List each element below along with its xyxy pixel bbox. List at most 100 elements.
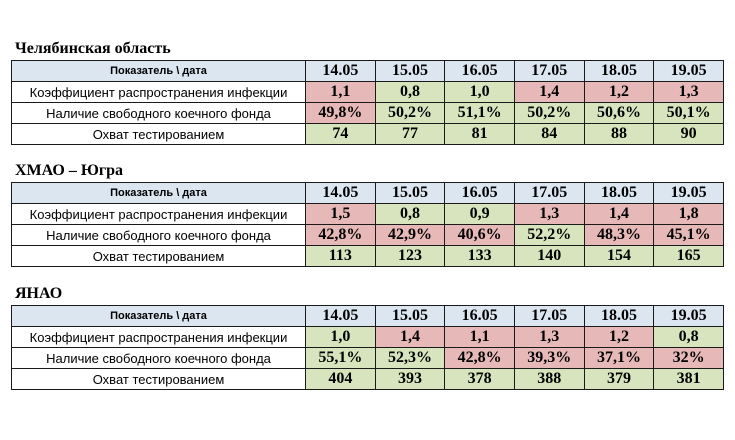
- table-row-bed-capacity: Наличие свободного коечного фонда 55,1% …: [11, 347, 724, 369]
- value-cell: 404: [305, 368, 376, 390]
- header-label: Показатель \ дата: [11, 60, 306, 82]
- date-cell: 19.05: [653, 305, 724, 327]
- value-cell: 165: [653, 245, 724, 267]
- value-cell: 0,8: [374, 203, 446, 225]
- value-cell: 52,2%: [513, 224, 585, 246]
- value-cell: 50,2%: [513, 102, 585, 124]
- value-cell: 388: [513, 368, 585, 390]
- value-cell: 1,3: [513, 326, 585, 348]
- table-row-testing-coverage: Охват тестированием 404 393 378 388 379 …: [11, 368, 724, 390]
- value-cell: 42,8%: [305, 224, 376, 246]
- value-cell: 133: [444, 245, 515, 267]
- row-label: Коэффициент распространения инфекции: [11, 81, 306, 103]
- date-cell: 17.05: [513, 60, 585, 82]
- value-cell: 154: [583, 245, 655, 267]
- value-cell: 0,8: [374, 81, 446, 103]
- date-cell: 17.05: [513, 182, 585, 204]
- value-cell: 51,1%: [444, 102, 515, 124]
- value-cell: 1,0: [444, 81, 515, 103]
- value-cell: 381: [653, 368, 724, 390]
- table-row-bed-capacity: Наличие свободного коечного фонда 42,8% …: [11, 224, 724, 246]
- value-cell: 1,4: [583, 203, 655, 225]
- table-row-infection-rate: Коэффициент распространения инфекции 1,1…: [11, 81, 724, 103]
- table-row-testing-coverage: Охват тестированием 74 77 81 84 88 90: [11, 123, 724, 145]
- date-cell: 18.05: [583, 60, 655, 82]
- table-row-infection-rate: Коэффициент распространения инфекции 1,0…: [11, 326, 724, 348]
- date-cell: 16.05: [444, 60, 515, 82]
- date-cell: 19.05: [653, 60, 724, 82]
- date-cell: 17.05: [513, 305, 585, 327]
- value-cell: 37,1%: [583, 347, 655, 369]
- value-cell: 77: [374, 123, 446, 145]
- value-cell: 379: [583, 368, 655, 390]
- header-label: Показатель \ дата: [11, 182, 306, 204]
- value-cell: 84: [513, 123, 585, 145]
- date-cell: 18.05: [583, 305, 655, 327]
- date-cell: 15.05: [374, 305, 446, 327]
- value-cell: 1,2: [583, 326, 655, 348]
- row-label: Охват тестированием: [11, 123, 306, 145]
- region-title: Челябинская область: [15, 40, 171, 57]
- value-cell: 90: [653, 123, 724, 145]
- row-label: Наличие свободного коечного фонда: [11, 224, 306, 246]
- row-label: Охват тестированием: [11, 368, 306, 390]
- value-cell: 1,5: [305, 203, 376, 225]
- value-cell: 1,1: [305, 81, 376, 103]
- table-header-row: Показатель \ дата 14.05 15.05 16.05 17.0…: [11, 60, 724, 82]
- date-cell: 16.05: [444, 182, 515, 204]
- value-cell: 1,4: [513, 81, 585, 103]
- date-cell: 14.05: [305, 182, 376, 204]
- value-cell: 81: [444, 123, 515, 145]
- value-cell: 48,3%: [583, 224, 655, 246]
- date-cell: 16.05: [444, 305, 515, 327]
- value-cell: 45,1%: [653, 224, 724, 246]
- indicator-table: Показатель \ дата 14.05 15.05 16.05 17.0…: [11, 182, 724, 267]
- row-label: Наличие свободного коечного фонда: [11, 102, 306, 124]
- date-cell: 15.05: [374, 60, 446, 82]
- table-row-testing-coverage: Охват тестированием 113 123 133 140 154 …: [11, 245, 724, 267]
- value-cell: 42,8%: [444, 347, 515, 369]
- value-cell: 1,0: [305, 326, 376, 348]
- value-cell: 0,9: [444, 203, 515, 225]
- value-cell: 123: [374, 245, 446, 267]
- date-cell: 18.05: [583, 182, 655, 204]
- date-cell: 14.05: [305, 60, 376, 82]
- value-cell: 32%: [653, 347, 724, 369]
- value-cell: 113: [305, 245, 376, 267]
- value-cell: 378: [444, 368, 515, 390]
- row-label: Коэффициент распространения инфекции: [11, 203, 306, 225]
- row-label: Охват тестированием: [11, 245, 306, 267]
- value-cell: 1,3: [653, 81, 724, 103]
- region-title: ХМАО – Югра: [15, 162, 124, 179]
- value-cell: 49,8%: [305, 102, 376, 124]
- value-cell: 39,3%: [513, 347, 585, 369]
- value-cell: 74: [305, 123, 376, 145]
- date-cell: 14.05: [305, 305, 376, 327]
- value-cell: 1,3: [513, 203, 585, 225]
- value-cell: 50,2%: [374, 102, 446, 124]
- value-cell: 1,1: [444, 326, 515, 348]
- value-cell: 50,1%: [653, 102, 724, 124]
- table-header-row: Показатель \ дата 14.05 15.05 16.05 17.0…: [11, 182, 724, 204]
- value-cell: 0,8: [653, 326, 724, 348]
- table-row-bed-capacity: Наличие свободного коечного фонда 49,8% …: [11, 102, 724, 124]
- row-label: Наличие свободного коечного фонда: [11, 347, 306, 369]
- table-row-infection-rate: Коэффициент распространения инфекции 1,5…: [11, 203, 724, 225]
- header-label: Показатель \ дата: [11, 305, 306, 327]
- value-cell: 140: [513, 245, 585, 267]
- value-cell: 1,8: [653, 203, 724, 225]
- value-cell: 42,9%: [374, 224, 446, 246]
- value-cell: 50,6%: [583, 102, 655, 124]
- region-title: ЯНАО: [15, 285, 63, 302]
- value-cell: 55,1%: [305, 347, 376, 369]
- date-cell: 15.05: [374, 182, 446, 204]
- value-cell: 52,3%: [374, 347, 446, 369]
- date-cell: 19.05: [653, 182, 724, 204]
- value-cell: 393: [374, 368, 446, 390]
- row-label: Коэффициент распространения инфекции: [11, 326, 306, 348]
- value-cell: 40,6%: [444, 224, 515, 246]
- value-cell: 88: [583, 123, 655, 145]
- value-cell: 1,2: [583, 81, 655, 103]
- indicator-table: Показатель \ дата 14.05 15.05 16.05 17.0…: [11, 305, 724, 390]
- table-header-row: Показатель \ дата 14.05 15.05 16.05 17.0…: [11, 305, 724, 327]
